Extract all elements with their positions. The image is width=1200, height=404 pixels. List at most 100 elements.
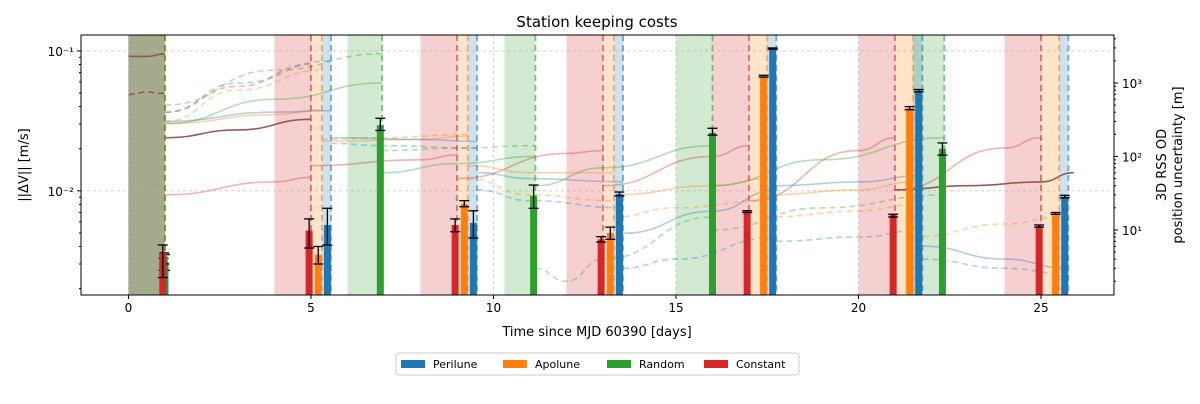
shaded-region-constant-23	[1004, 35, 1041, 295]
shaded-region-constant-12	[566, 35, 603, 295]
shaded-region-constant-0	[128, 35, 165, 295]
od-curve-apolune-dashed-12	[164, 69, 322, 123]
shaded-region-perilune-6	[321, 35, 332, 295]
shaded-region-constant-16	[712, 35, 749, 295]
x-tick-label-2: 10	[486, 301, 501, 315]
od-curve-brown-solid-40	[894, 171, 1074, 191]
legend-label-perilune: Perilune	[433, 358, 478, 371]
y-right-tick-label-0: 10¹	[1122, 224, 1142, 238]
bar-constant-6	[1035, 226, 1043, 295]
y-right-tick-label-2: 10³	[1122, 77, 1142, 91]
axes-layer: 0 5 10 15 20 25 10⁻² 10⁻¹ 10¹ 10² 10³	[48, 34, 1142, 315]
shaded-regions-layer	[128, 35, 1069, 295]
shaded-region-perilune-14	[613, 35, 624, 295]
bar-apolune-5	[906, 108, 914, 295]
shaded-region-random-15	[675, 35, 713, 295]
od-curve-perilune-dashed-24	[164, 60, 332, 113]
bar-constant-3	[597, 239, 605, 295]
legend-box	[395, 352, 800, 376]
shaded-region-apolune-13	[602, 35, 614, 295]
od-curve-perilune-solid-23	[922, 245, 1069, 270]
x-tick-label-4: 20	[851, 301, 866, 315]
od-curve-perilune-solid-20	[476, 171, 624, 183]
od-curve-apolune-dashed-14	[467, 177, 614, 202]
od-curve-constant-solid-0	[164, 176, 312, 196]
bar-apolune-3	[606, 232, 614, 295]
bar-constant-5	[889, 215, 897, 295]
od-curve-random-dashed-37	[712, 194, 945, 231]
shaded-region-perilune-2	[128, 35, 165, 295]
bar-random-1	[376, 125, 384, 296]
od-curve-random-solid-30	[164, 82, 383, 125]
bar-perilune-5	[915, 90, 923, 295]
bars-layer	[157, 47, 1070, 296]
od-curve-brown-dashed-41	[128, 91, 166, 96]
shaded-region-apolune-9	[456, 35, 468, 295]
legend-label-apolune: Apolune	[535, 358, 580, 371]
shaded-region-perilune-25	[1059, 35, 1069, 295]
shaded-region-perilune-10	[467, 35, 478, 295]
od-curve-constant-solid-2	[456, 149, 604, 180]
bar-apolune-4	[760, 76, 768, 295]
od-curve-constant-solid-1	[310, 154, 458, 167]
plot-frame	[80, 34, 1115, 296]
od-curve-apolune-solid-8	[321, 135, 468, 143]
od-curve-apolune-solid-9	[467, 164, 614, 174]
x-tick-label-1: 5	[307, 301, 315, 315]
shaded-region-random-3	[128, 35, 165, 295]
y-axis-label: ||ΔV|| [m/s]	[17, 128, 32, 201]
od-curve-apolune-dashed-15	[613, 199, 768, 218]
od-curve-constant-dashed-6	[164, 63, 312, 113]
bar-perilune-6	[1061, 196, 1069, 295]
od-curve-layer	[128, 53, 1074, 283]
legend-label-constant: Constant	[736, 358, 786, 371]
bar-random-3	[708, 132, 716, 295]
od-curve-apolune-solid-7	[164, 109, 322, 125]
od-curve-perilune-dashed-29	[922, 258, 1069, 275]
od-curve-apolune-dashed-13	[321, 133, 468, 141]
x-tick-label-3: 15	[668, 301, 683, 315]
od-curve-perilune-dashed-28	[776, 229, 923, 243]
bar-constant-4	[743, 211, 751, 295]
legend-label-random: Random	[639, 358, 685, 371]
legend-swatch-constant	[704, 360, 728, 368]
legend: Perilune Apolune Random Constant	[395, 352, 800, 376]
legend-swatch-apolune	[503, 360, 527, 368]
y-right-axis-label-line-1: 3D RSS OD	[1155, 129, 1170, 201]
bar-apolune-1	[314, 254, 322, 295]
legend-swatch-perilune	[401, 360, 425, 368]
od-curve-perilune-solid-18	[164, 109, 332, 123]
bar-random-4	[938, 148, 946, 295]
chart-title: Station keeping costs	[516, 13, 677, 31]
od-curve-apolune-dashed-16	[767, 204, 914, 218]
bar-perilune-3	[615, 193, 623, 295]
od-curve-apolune-solid-10	[613, 177, 768, 196]
od-curve-brown-solid-38	[128, 53, 166, 58]
shaded-region-constant-4	[274, 35, 311, 295]
y-right-axis-label: 3D RSS OD position uncertainty [m]	[1155, 86, 1186, 243]
od-curve-perilune-dashed-25	[330, 142, 478, 149]
od-curve-brown-solid-39	[164, 118, 312, 139]
y-right-axis-label-line-2: position uncertainty [m]	[1171, 86, 1186, 243]
bar-perilune-2	[469, 222, 477, 295]
shaded-region-apolune-1	[128, 35, 165, 295]
od-curve-random-dashed-36	[535, 216, 713, 283]
od-curve-apolune-solid-11	[767, 181, 914, 196]
od-curve-random-solid-33	[712, 136, 945, 187]
bar-apolune-2	[460, 203, 468, 295]
x-axis-label: Time since MJD 60390 [days]	[501, 325, 691, 340]
shaded-region-constant-19	[858, 35, 895, 295]
od-curve-constant-solid-3	[602, 144, 750, 187]
shaded-region-constant-8	[420, 35, 457, 295]
shaded-region-random-7	[347, 35, 383, 295]
y-tick-label-0: 10⁻²	[48, 185, 75, 199]
x-tick-label-5: 25	[1033, 301, 1048, 315]
bar-random-2	[530, 195, 538, 295]
bar-apolune-6	[1052, 213, 1060, 295]
y-right-tick-label-1: 10²	[1122, 150, 1142, 164]
shaded-region-apolune-5	[310, 35, 322, 295]
od-curve-constant-solid-4	[748, 136, 896, 202]
bar-constant-2	[451, 224, 459, 295]
bar-perilune-1	[323, 224, 331, 295]
